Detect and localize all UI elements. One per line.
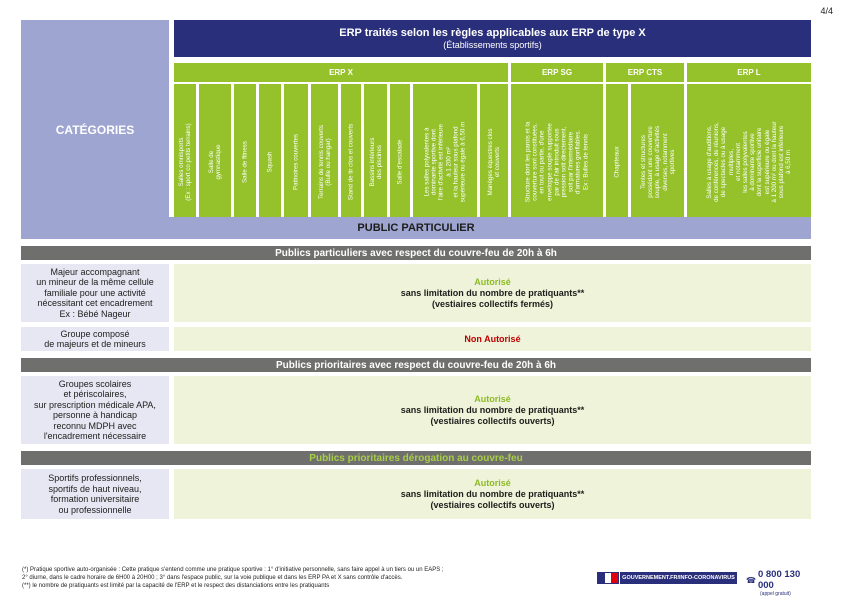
footnote-line: (*) Pratique sportive auto-organisée : C…: [22, 567, 444, 573]
footnotes: (*) Pratique sportive auto-organisée : C…: [22, 566, 592, 590]
row-value-sportifs-professionnels: Autorisé sans limitation du nombre de pr…: [174, 469, 811, 519]
column-label: Salles à usage d'auditions, de conférenc…: [705, 120, 793, 203]
status-detail: sans limitation du nombre de pratiquants…: [400, 287, 585, 298]
column-label: Tentes et structures possédant une couve…: [639, 125, 676, 198]
col-salles-polyvalentes: Les salles polyvalentes à dominante spor…: [413, 84, 477, 239]
status-authorized: Autorisé: [474, 477, 511, 488]
col-bassins-piscines: Bassins intérieurs des piscines: [364, 84, 387, 239]
row-label-groupe-compose: Groupe composé de majeurs et de mineurs: [21, 327, 169, 351]
row-value-groupes-scolaires: Autorisé sans limitation du nombre de pr…: [174, 376, 811, 444]
col-patinoires: Patinoires couvertes: [284, 84, 308, 239]
gov-info-link[interactable]: GOUVERNEMENT.FR/INFO-CORONAVIRUS: [620, 572, 737, 584]
col-salles-usage-multiple: Salles à usage d'auditions, de conférenc…: [687, 84, 811, 239]
categories-header: CATÉGORIES: [21, 20, 169, 239]
col-squash: Squash: [259, 84, 281, 239]
col-maneges-equestres: Manèges équestres clos et couverts: [480, 84, 508, 239]
column-label: Chapiteaux: [613, 145, 621, 178]
erp-header: ERP traités selon les règles applicables…: [174, 20, 811, 57]
row-value-groupe-compose: Non Autorisé: [174, 327, 811, 351]
section-publics-particuliers: Publics particuliers avec respect du cou…: [21, 246, 811, 260]
column-label: Salle de fitness: [241, 140, 249, 183]
phone-number[interactable]: 0 800 130 000: [757, 569, 801, 591]
column-label: Les salles polyvalentes à dominante spor…: [423, 121, 467, 202]
section-publics-prioritaires: Publics prioritaires avec respect du cou…: [21, 358, 811, 372]
page-number: 4/4: [820, 6, 833, 16]
column-label: Manèges équestres clos et couverts: [486, 127, 501, 196]
row-value-majeur-accompagnant: Autorisé sans limitation du nombre de pr…: [174, 264, 811, 322]
phone-note: (appel gratuit): [760, 591, 791, 597]
column-label: Bassins intérieurs des piscines: [368, 137, 383, 186]
col-structures-gonflables: Structure dont les parois et la couvertu…: [511, 84, 603, 239]
row-label-groupes-scolaires: Groupes scolaires et périscolaires, sur …: [21, 376, 169, 444]
column-label: Squash: [266, 151, 274, 172]
phone-icon: ☎: [746, 575, 756, 585]
column-label: Salle d'escalade: [396, 139, 404, 184]
col-tentes-structures: Tentes et structures possédant une couve…: [631, 84, 684, 239]
row-label-majeur-accompagnant: Majeur accompagnant un mineur de la même…: [21, 264, 169, 322]
col-salle-escalade: Salle d'escalade: [390, 84, 410, 239]
public-particulier-banner: PUBLIC PARTICULIER: [21, 217, 811, 239]
erp-header-title: ERP traités selon les règles applicables…: [339, 27, 646, 39]
column-label: Salles omnisports (Ex : sport co petits …: [177, 122, 192, 201]
footnote-line: 2° diurne, dans le cadre horaire de 6H00…: [22, 575, 403, 581]
group-erp-cts: ERP CTS: [606, 63, 684, 82]
column-label: Stand de tir clos et couverts: [347, 123, 355, 200]
column-label: Salle de gymnastique: [207, 143, 222, 180]
status-authorized: Autorisé: [474, 393, 511, 404]
col-stand-tir: Stand de tir clos et couverts: [341, 84, 361, 239]
status-authorized: Autorisé: [474, 276, 511, 287]
status-not-authorized: Non Autorisé: [464, 333, 521, 344]
col-salle-gymnastique: Salle de gymnastique: [199, 84, 231, 239]
column-label: Structure dont les parois et la couvertu…: [524, 121, 590, 202]
status-detail: (vestiaires collectifs ouverts): [430, 499, 555, 510]
status-detail: (vestiaires collectifs ouverts): [430, 415, 555, 426]
group-erp-x: ERP X: [174, 63, 508, 82]
group-erp-sg: ERP SG: [511, 63, 603, 82]
column-label: Patinoires couvertes: [292, 133, 300, 190]
hotline: ☎ 0 800 130 000 (appel gratuit): [746, 569, 816, 597]
col-salles-omnisports: Salles omnisports (Ex : sport co petits …: [174, 84, 196, 239]
column-label: Terrains de tennis couverts (Bulle ou ha…: [317, 124, 332, 199]
status-detail: (vestiaires collectifs fermés): [431, 298, 554, 309]
erp-header-subtitle: (Établissements sportifs): [443, 40, 542, 50]
status-detail: sans limitation du nombre de pratiquants…: [400, 404, 585, 415]
row-label-sportifs-professionnels: Sportifs professionnels, sportifs de hau…: [21, 469, 169, 519]
status-detail: sans limitation du nombre de pratiquants…: [400, 488, 585, 499]
group-erp-l: ERP L: [687, 63, 811, 82]
col-terrains-tennis: Terrains de tennis couverts (Bulle ou ha…: [311, 84, 338, 239]
col-salle-fitness: Salle de fitness: [234, 84, 256, 239]
section-derogation-couvre-feu: Publics prioritaires dérogation au couvr…: [21, 451, 811, 465]
col-chapiteaux: Chapiteaux: [606, 84, 628, 239]
republique-francaise-logo: [597, 572, 619, 584]
footnote-line: (**) le nombre de pratiquants est limité…: [22, 583, 330, 589]
